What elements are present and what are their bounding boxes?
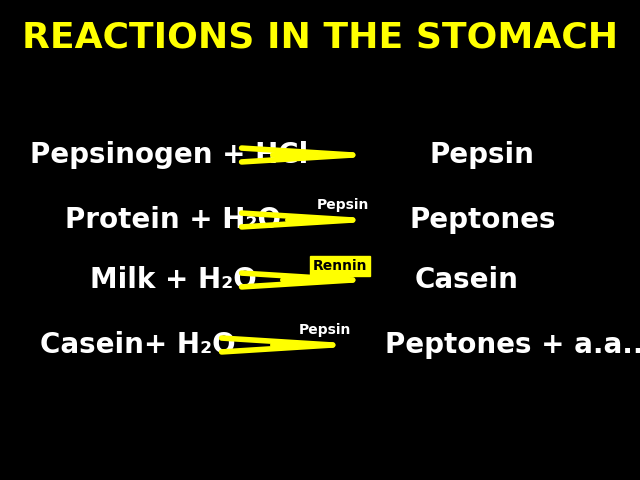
Text: Casein: Casein bbox=[415, 266, 519, 294]
Text: Protein + H₂O: Protein + H₂O bbox=[65, 206, 281, 234]
Text: Pepsin: Pepsin bbox=[299, 323, 351, 337]
Text: Casein+ H₂O: Casein+ H₂O bbox=[40, 331, 236, 359]
Text: REACTIONS IN THE STOMACH: REACTIONS IN THE STOMACH bbox=[22, 21, 618, 55]
Text: Rennin: Rennin bbox=[313, 259, 367, 273]
Text: Pepsinogen + HCl: Pepsinogen + HCl bbox=[30, 141, 308, 169]
Text: Pepsin: Pepsin bbox=[316, 198, 369, 212]
Text: Milk + H₂O: Milk + H₂O bbox=[90, 266, 257, 294]
Text: Peptones + a.a....: Peptones + a.a.... bbox=[385, 331, 640, 359]
Text: Peptones: Peptones bbox=[410, 206, 557, 234]
Text: Pepsin: Pepsin bbox=[430, 141, 535, 169]
